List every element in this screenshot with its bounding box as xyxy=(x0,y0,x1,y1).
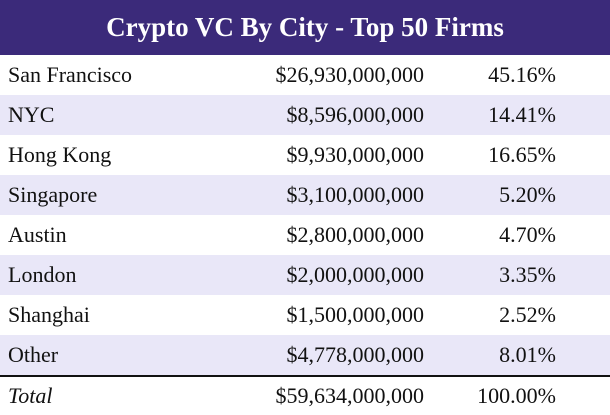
city: Other xyxy=(8,342,59,367)
city: Austin xyxy=(8,222,67,247)
table-body: San Francisco $26,930,000,000 45.16% NYC $8,… xyxy=(0,55,610,415)
amount: $26,930,000,000 xyxy=(275,62,425,87)
amount: $59,634,000,000 xyxy=(275,383,425,408)
city: Hong Kong xyxy=(8,142,112,167)
table-row: San Francisco $26,930,000,000 45.16% xyxy=(0,55,610,95)
amount: $2,000,000,000 xyxy=(286,262,425,287)
table-row: Other $4,778,000,000 8.01% xyxy=(0,335,610,375)
amount: $3,100,000,000 xyxy=(286,182,425,207)
amount: $2,800,000,000 xyxy=(286,222,425,247)
amount: $8,596,000,000 xyxy=(286,102,425,127)
percent: 2.52% xyxy=(499,302,556,327)
table-row: London $2,000,000,000 3.35% xyxy=(0,255,610,295)
percent: 3.35% xyxy=(499,262,556,287)
title: Crypto VC By City - Top 50 Firms xyxy=(0,0,610,55)
city: Singapore xyxy=(8,182,98,207)
table-row: NYC $8,596,000,000 14.41% xyxy=(0,95,610,135)
percent: 45.16% xyxy=(488,62,556,87)
percent: 4.70% xyxy=(499,222,556,247)
amount: $9,930,000,000 xyxy=(286,142,425,167)
city: Total xyxy=(8,383,53,408)
city: London xyxy=(8,262,77,287)
city: NYC xyxy=(8,102,55,127)
amount: $1,500,000,000 xyxy=(286,302,425,327)
amount: $4,778,000,000 xyxy=(286,342,425,367)
percent: 16.65% xyxy=(488,142,556,167)
percent: 5.20% xyxy=(499,182,556,207)
city: Shanghai xyxy=(8,302,90,327)
percent: 14.41% xyxy=(488,102,556,127)
percent: 100.00% xyxy=(477,383,556,408)
table-row: Singapore $3,100,000,000 5.20% xyxy=(0,175,610,215)
city: San Francisco xyxy=(8,62,133,87)
table-row: Austin $2,800,000,000 4.70% xyxy=(0,215,610,255)
table-row: Total $59,634,000,000 100.00% xyxy=(0,375,610,415)
table-row: Shanghai $1,500,000,000 2.52% xyxy=(0,295,610,335)
table-row: Hong Kong $9,930,000,000 16.65% xyxy=(0,135,610,175)
percent: 8.01% xyxy=(499,342,556,367)
